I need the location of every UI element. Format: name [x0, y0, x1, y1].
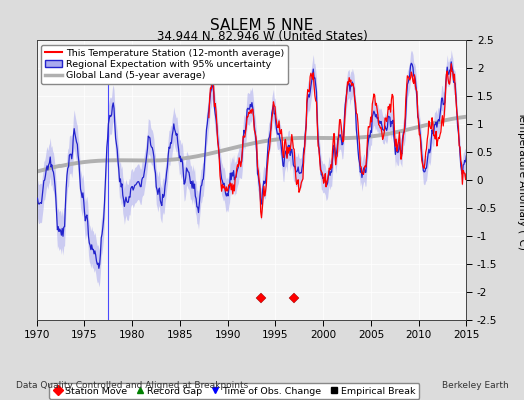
Legend: Station Move, Record Gap, Time of Obs. Change, Empirical Break: Station Move, Record Gap, Time of Obs. C… — [49, 383, 419, 399]
Text: Berkeley Earth: Berkeley Earth — [442, 381, 508, 390]
Y-axis label: Temperature Anomaly (°C): Temperature Anomaly (°C) — [517, 110, 524, 250]
Text: Data Quality Controlled and Aligned at Breakpoints: Data Quality Controlled and Aligned at B… — [16, 381, 248, 390]
Text: 34.944 N, 82.946 W (United States): 34.944 N, 82.946 W (United States) — [157, 30, 367, 43]
Text: SALEM 5 NNE: SALEM 5 NNE — [210, 18, 314, 34]
